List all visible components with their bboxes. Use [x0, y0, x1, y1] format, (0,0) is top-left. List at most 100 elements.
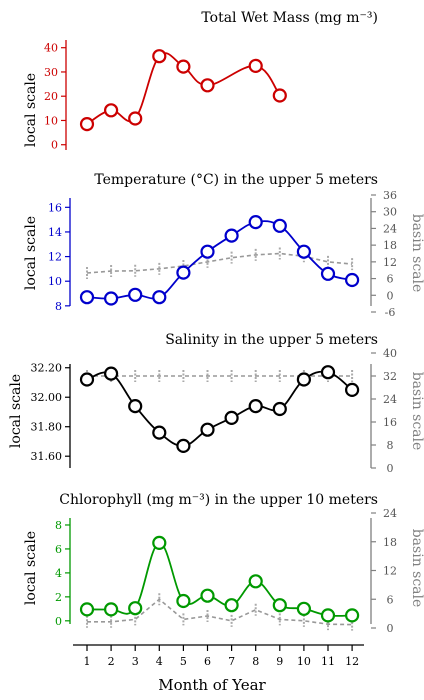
y-tick-label: 16 — [48, 201, 62, 214]
data-point — [103, 366, 119, 381]
data-point — [272, 401, 287, 417]
data-point — [272, 218, 287, 233]
basin-series-line — [86, 252, 353, 274]
data-point — [103, 291, 119, 306]
data-point — [296, 372, 311, 387]
data-point — [345, 272, 360, 288]
y-axis-label: local scale — [8, 374, 24, 448]
data-point — [176, 59, 191, 74]
y-tick-label: 8 — [55, 300, 62, 313]
data-point — [103, 602, 119, 617]
y-tick-label: 40 — [44, 42, 58, 55]
y-tick-label: 30 — [44, 66, 58, 79]
y-tick-label: 31.80 — [31, 421, 63, 434]
y-tick-label: 4 — [55, 567, 62, 580]
y2-axis-label: basin scale — [409, 372, 424, 451]
data-point — [296, 601, 311, 616]
data-point — [248, 399, 263, 414]
data-point — [103, 103, 119, 118]
data-point — [296, 244, 311, 259]
y2-tick-label: 0 — [387, 622, 394, 635]
panel-title: Temperature (°C) in the upper 5 meters — [94, 172, 378, 188]
x-tick-label: 4 — [156, 655, 163, 668]
y-tick-label: 8 — [55, 519, 62, 532]
data-point — [79, 290, 95, 305]
y2-tick-label: 24 — [383, 507, 397, 520]
x-tick-label: 7 — [228, 655, 235, 668]
y-tick-label: 32.00 — [31, 391, 63, 404]
local-series-line — [86, 370, 353, 447]
data-point — [224, 598, 239, 613]
x-tick-label: 3 — [132, 655, 139, 668]
y-axis-label: local scale — [23, 531, 39, 605]
y-axis-label: local scale — [23, 73, 39, 147]
data-point — [320, 608, 336, 623]
y-tick-label: 10 — [44, 114, 58, 127]
y2-tick-label: 6 — [387, 593, 394, 606]
data-point — [79, 372, 95, 387]
panel-title: Total Wet Mass (mg m⁻³) — [201, 10, 378, 26]
data-point — [320, 266, 336, 281]
y-tick-label: 0 — [51, 139, 58, 152]
x-tick-label: 2 — [108, 655, 115, 668]
panel-title: Salinity in the upper 5 meters — [165, 332, 378, 348]
y-axis-label: local scale — [23, 216, 39, 290]
data-point — [224, 410, 239, 425]
y2-tick-label: 12 — [383, 565, 397, 578]
data-point — [128, 111, 143, 126]
data-point — [152, 290, 167, 305]
x-tick-label: 6 — [204, 655, 211, 668]
y-tick-label: 20 — [44, 90, 58, 103]
data-point — [200, 588, 215, 603]
y-tick-label: 0 — [55, 615, 62, 628]
data-point — [200, 422, 215, 437]
panel-chlorophyll: Chlorophyll (mg m⁻³) in the upper 10 met… — [23, 492, 424, 635]
x-tick-label: 10 — [297, 655, 311, 668]
y2-tick-label: 16 — [383, 416, 397, 429]
data-point — [176, 265, 191, 280]
x-tick-label: 9 — [276, 655, 283, 668]
x-tick-label: 1 — [84, 655, 91, 668]
y-tick-label: 10 — [48, 275, 62, 288]
y2-tick-label: 18 — [383, 536, 397, 549]
data-point — [128, 601, 143, 616]
data-point — [345, 382, 360, 397]
panel-salinity: Salinity in the upper 5 meters local sca… — [8, 332, 424, 475]
data-point — [79, 602, 95, 617]
data-point — [224, 228, 239, 243]
x-axis: Month of Year 1 2 3 4 5 6 7 8 9 10 11 12 — [73, 644, 364, 694]
y-tick-label: 2 — [55, 591, 62, 604]
y2-tick-label: 18 — [383, 239, 397, 252]
y-tick-label: 31.60 — [31, 450, 63, 463]
y2-tick-label: 24 — [383, 222, 397, 235]
y2-tick-label: 32 — [383, 370, 397, 383]
data-point — [200, 244, 215, 259]
x-tick-label: 8 — [252, 655, 259, 668]
y-tick-label: 12 — [48, 251, 62, 264]
panel-wet-mass: Total Wet Mass (mg m⁻³) local scale 0 10 2… — [23, 10, 378, 152]
x-tick-label: 11 — [321, 655, 335, 668]
data-point — [176, 593, 191, 609]
y-tick-label: 6 — [55, 543, 62, 556]
x-tick-label: 12 — [345, 655, 359, 668]
y-tick-label: 32.20 — [31, 362, 63, 375]
data-point — [79, 116, 95, 132]
data-point — [176, 438, 191, 453]
data-point — [128, 399, 143, 414]
panel-temperature: Temperature (°C) in the upper 5 meters l… — [23, 172, 424, 319]
data-point — [248, 58, 263, 74]
x-tick-label: 5 — [180, 655, 187, 668]
y2-tick-label: 40 — [383, 347, 397, 360]
x-axis-label: Month of Year — [158, 676, 266, 694]
y2-tick-label: 8 — [387, 439, 394, 452]
data-point — [345, 608, 360, 623]
y2-tick-label: 6 — [387, 273, 394, 286]
panel-title: Chlorophyll (mg m⁻³) in the upper 10 met… — [59, 492, 378, 508]
y2-axis-label: basin scale — [409, 529, 424, 608]
data-point — [248, 574, 263, 589]
data-point — [200, 78, 215, 93]
data-point — [128, 287, 143, 302]
y-tick-label: 14 — [48, 226, 62, 239]
data-point — [152, 425, 167, 440]
